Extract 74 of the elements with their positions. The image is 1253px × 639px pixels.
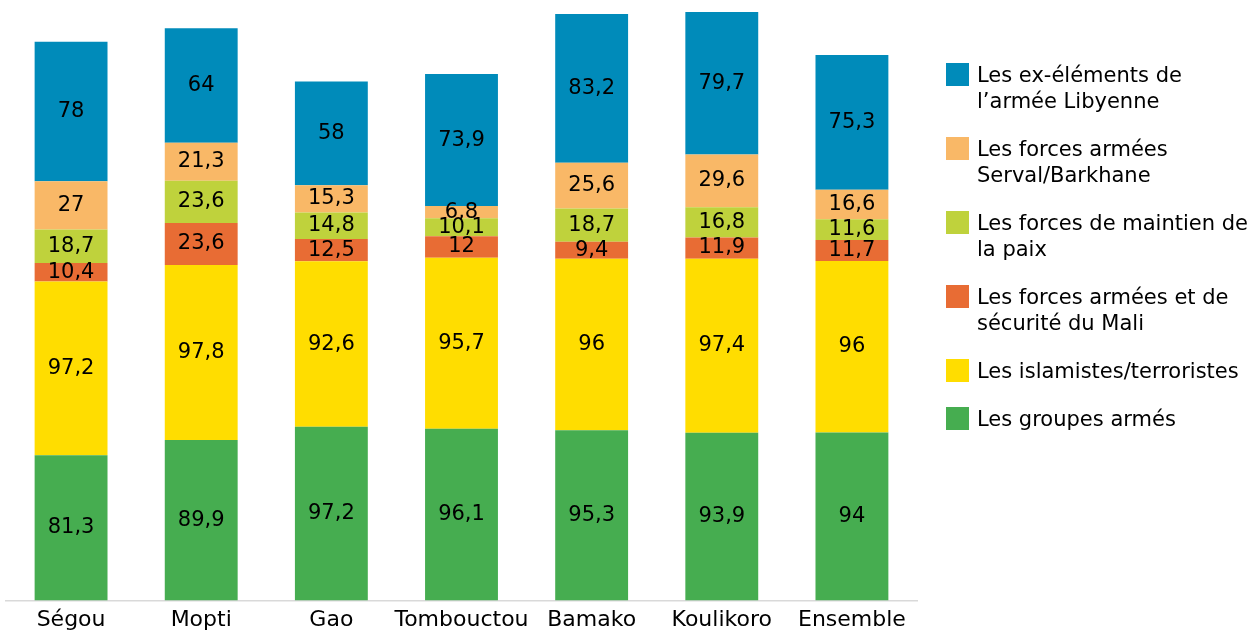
bar: [685, 154, 759, 208]
bar: [425, 428, 498, 601]
data-label: 83,2: [568, 74, 616, 99]
bar: [164, 439, 238, 601]
data-label: 96,1: [438, 501, 485, 526]
data-label: 79,7: [698, 69, 746, 94]
legend-label: Les forces de maintien de la paix: [977, 210, 1249, 262]
bar: [294, 261, 368, 427]
data-label: 9,4: [574, 236, 609, 261]
x-tick-label: Tombouctou: [393, 605, 529, 631]
bar: [164, 265, 238, 440]
data-label: 94: [838, 503, 866, 528]
data-label: 75,3: [828, 108, 876, 133]
data-label: 97,2: [47, 354, 95, 379]
bar: [685, 258, 759, 433]
data-label: 21,3: [177, 148, 225, 173]
data-label: 96: [578, 330, 606, 355]
bar: [685, 12, 759, 155]
x-tick-label: Bamako: [547, 605, 637, 631]
data-label: 96: [838, 333, 866, 358]
bar: [425, 257, 498, 429]
data-label: 11,9: [698, 234, 746, 259]
data-label: 14,8: [307, 212, 355, 237]
bar: [34, 181, 108, 230]
data-label: 12,5: [307, 236, 355, 261]
bar: [425, 236, 498, 258]
bar: [685, 432, 759, 601]
data-label: 16,8: [698, 208, 746, 233]
data-label: 78: [57, 98, 85, 123]
data-label: 97,2: [307, 500, 355, 525]
x-tick-label: Ségou: [36, 605, 106, 631]
legend-label: Les forces armées Serval/Barkhane: [977, 136, 1169, 188]
bar: [815, 260, 889, 433]
x-tick-label: Mopti: [170, 605, 232, 631]
data-label: 89,9: [177, 506, 225, 531]
bar: [34, 281, 108, 456]
data-label: 23,6: [177, 230, 225, 255]
data-label: 18,7: [568, 211, 616, 236]
bar: [555, 258, 629, 431]
data-label: 29,6: [698, 167, 746, 192]
bar: [294, 81, 368, 186]
bar: [294, 426, 368, 601]
legend-label: Les forces armées et de sécurité du Mali: [977, 284, 1230, 336]
bar: [815, 432, 889, 601]
bar: [555, 13, 629, 163]
legend-label: Les ex-éléments de l’armée Libyenne: [977, 62, 1183, 114]
data-label: 25,6: [568, 172, 616, 197]
legend-label: Les islamistes/terroristes: [977, 358, 1240, 384]
data-label: 58: [317, 119, 345, 144]
data-label: 93,9: [698, 503, 746, 528]
bar: [815, 55, 889, 190]
data-label: 23,6: [177, 188, 225, 213]
data-label: 97,8: [177, 338, 225, 363]
data-label: 97,4: [698, 332, 746, 357]
data-label: 92,6: [307, 330, 355, 355]
data-label: 16,6: [828, 190, 876, 215]
x-tick-label: Ensemble: [797, 605, 906, 631]
x-tick-label: Koulikoro: [671, 605, 772, 631]
data-label: 81,3: [47, 514, 95, 539]
data-label: 15,3: [307, 185, 355, 210]
bar: [164, 28, 238, 143]
data-label: 95,3: [568, 501, 616, 526]
data-label: 64: [187, 71, 215, 96]
bar: [555, 430, 629, 601]
bar: [164, 142, 238, 181]
x-tick-label: Gao: [309, 605, 354, 631]
data-label: 18,7: [47, 232, 95, 257]
data-label: 95,7: [438, 329, 485, 354]
data-label: 10,4: [47, 258, 95, 283]
data-label: 73,9: [438, 126, 485, 151]
bar: [34, 455, 108, 601]
bar: [34, 41, 108, 182]
data-label: 27: [57, 191, 85, 216]
legend-label: Les groupes armés: [977, 406, 1177, 432]
